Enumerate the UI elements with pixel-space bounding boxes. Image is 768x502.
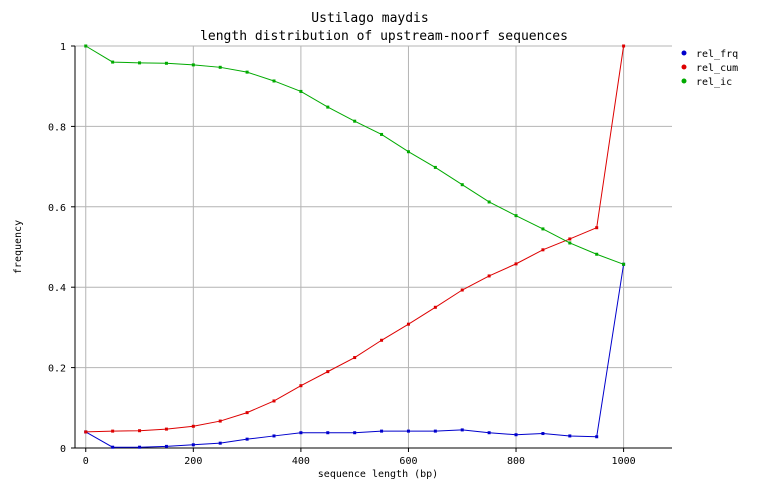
chart-title: Ustilago maydis bbox=[311, 11, 428, 26]
data-point bbox=[164, 444, 168, 448]
data-point bbox=[191, 424, 195, 428]
data-point bbox=[514, 214, 518, 218]
data-point bbox=[218, 441, 222, 445]
data-point bbox=[487, 200, 491, 204]
data-point bbox=[460, 183, 464, 187]
x-tick-label: 1000 bbox=[612, 456, 636, 467]
data-point bbox=[568, 237, 572, 241]
x-tick-label: 400 bbox=[292, 456, 310, 467]
legend-item: rel_ic bbox=[681, 77, 732, 88]
x-axis-label: sequence length (bp) bbox=[318, 469, 438, 480]
data-point bbox=[111, 445, 115, 449]
x-tick-label: 0 bbox=[83, 456, 89, 467]
data-point bbox=[595, 435, 599, 439]
data-point bbox=[138, 445, 142, 449]
data-point bbox=[595, 252, 599, 256]
data-point bbox=[138, 61, 142, 65]
y-tick-label: 0 bbox=[60, 444, 66, 455]
data-point bbox=[406, 429, 410, 433]
data-point bbox=[433, 305, 437, 309]
data-point bbox=[164, 61, 168, 65]
data-point bbox=[568, 434, 572, 438]
data-point bbox=[191, 63, 195, 67]
legend-item: rel_frq bbox=[681, 49, 738, 60]
x-tick-label: 600 bbox=[399, 456, 417, 467]
data-point bbox=[487, 274, 491, 278]
data-point bbox=[272, 399, 276, 403]
data-point bbox=[433, 429, 437, 433]
y-tick-label: 0.6 bbox=[48, 203, 66, 214]
legend-label: rel_ic bbox=[696, 77, 732, 88]
data-point bbox=[272, 434, 276, 438]
data-point bbox=[380, 132, 384, 136]
data-point bbox=[622, 262, 626, 266]
y-tick-label: 1 bbox=[60, 42, 66, 53]
data-point bbox=[111, 60, 115, 64]
axes: 0 200 400 600 800 1000 0 0.2 0.4 0.6 0.8 1 bbox=[48, 42, 672, 467]
data-point bbox=[299, 89, 303, 93]
data-point bbox=[326, 105, 330, 109]
legend-marker bbox=[681, 50, 687, 56]
data-point bbox=[487, 431, 491, 435]
data-point bbox=[541, 432, 545, 436]
data-point bbox=[541, 227, 545, 231]
data-point bbox=[84, 44, 88, 48]
legend-marker bbox=[681, 64, 687, 70]
x-tick-label: 800 bbox=[507, 456, 525, 467]
data-point bbox=[514, 433, 518, 437]
data-point bbox=[568, 241, 572, 245]
data-point bbox=[622, 44, 626, 48]
data-point bbox=[299, 384, 303, 388]
data-point bbox=[380, 338, 384, 342]
data-point bbox=[299, 431, 303, 435]
data-point bbox=[272, 79, 276, 83]
data-point bbox=[353, 431, 357, 435]
series-rel-ic bbox=[84, 44, 626, 266]
data-point bbox=[353, 119, 357, 123]
series-rel-cum bbox=[84, 44, 626, 434]
data-point bbox=[353, 356, 357, 360]
legend-item: rel_cum bbox=[681, 63, 738, 74]
data-point bbox=[245, 70, 249, 74]
data-point bbox=[84, 430, 88, 434]
y-axis-label: frequency bbox=[13, 220, 24, 274]
data-point bbox=[326, 370, 330, 374]
data-point bbox=[164, 427, 168, 431]
data-point bbox=[460, 288, 464, 292]
data-point bbox=[406, 322, 410, 326]
data-point bbox=[245, 437, 249, 441]
data-point bbox=[406, 150, 410, 154]
data-point bbox=[326, 431, 330, 435]
y-tick-label: 0.8 bbox=[48, 122, 66, 133]
data-point bbox=[595, 226, 599, 230]
data-point bbox=[245, 411, 249, 415]
x-tick-label: 200 bbox=[184, 456, 202, 467]
data-point bbox=[380, 429, 384, 433]
data-point bbox=[433, 165, 437, 169]
legend-marker bbox=[681, 78, 687, 84]
data-point bbox=[138, 429, 142, 433]
series-layer bbox=[84, 44, 626, 449]
data-point bbox=[514, 262, 518, 266]
data-point bbox=[218, 419, 222, 423]
data-point bbox=[218, 65, 222, 69]
legend-label: rel_cum bbox=[696, 63, 738, 74]
chart-subtitle: length distribution of upstream-noorf se… bbox=[200, 29, 568, 44]
y-tick-label: 0.4 bbox=[48, 283, 66, 294]
legend-label: rel_frq bbox=[696, 49, 738, 60]
data-point bbox=[460, 428, 464, 432]
y-tick-label: 0.2 bbox=[48, 364, 66, 375]
data-point bbox=[111, 429, 115, 433]
data-point bbox=[191, 443, 195, 447]
data-point bbox=[541, 248, 545, 252]
legend: rel_frq rel_cum rel_ic bbox=[681, 49, 738, 88]
